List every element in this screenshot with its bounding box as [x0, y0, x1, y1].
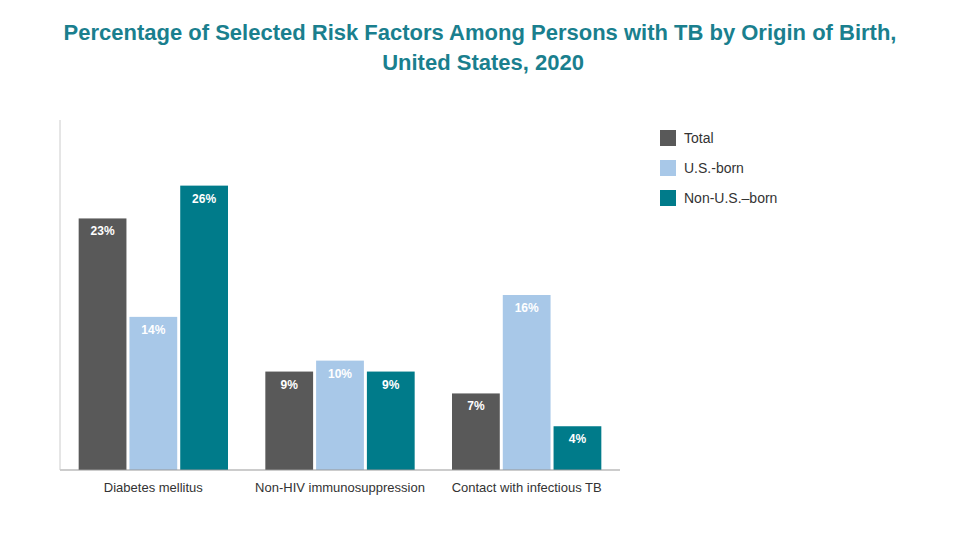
data-label: 4% [569, 432, 587, 446]
x-tick-label: Diabetes mellitus [104, 480, 203, 495]
data-label: 14% [141, 323, 165, 337]
bar [265, 372, 313, 470]
data-label: 9% [281, 378, 299, 392]
x-tick-label: Non-HIV immunosuppression [255, 480, 425, 495]
bar [554, 426, 602, 470]
bars [79, 186, 602, 470]
data-labels: 23% 9% 7% 14% 10% 16% 26% 9% 4% [91, 192, 587, 447]
x-tick-label: Contact with infectious TB [452, 480, 602, 495]
bar [180, 186, 228, 470]
title: Percentage of Selected Risk Factors Amon… [64, 20, 897, 75]
y-axis-line [60, 120, 61, 470]
legend-label: U.S.-born [684, 160, 744, 176]
legend-swatch [660, 130, 676, 146]
data-label: 7% [467, 399, 485, 413]
legend: Total U.S.-born Non-U.S.–born [660, 130, 777, 206]
data-label: 23% [91, 224, 115, 238]
data-label: 16% [515, 301, 539, 315]
legend-swatch [660, 160, 676, 176]
bar [129, 317, 177, 470]
legend-label: Total [684, 130, 714, 146]
data-label: 10% [328, 367, 352, 381]
bar [316, 361, 364, 470]
chart-root: Percentage of Selected Risk Factors Amon… [0, 0, 960, 540]
bar [367, 372, 415, 470]
bar [452, 393, 500, 470]
bar [79, 218, 127, 470]
legend-label: Non-U.S.–born [684, 190, 777, 206]
bar [503, 295, 551, 470]
x-axis-line [60, 470, 620, 471]
chart-svg: Percentage of Selected Risk Factors Amon… [0, 0, 960, 540]
data-label: 26% [192, 192, 216, 206]
data-label: 9% [382, 378, 400, 392]
legend-swatch [660, 190, 676, 206]
